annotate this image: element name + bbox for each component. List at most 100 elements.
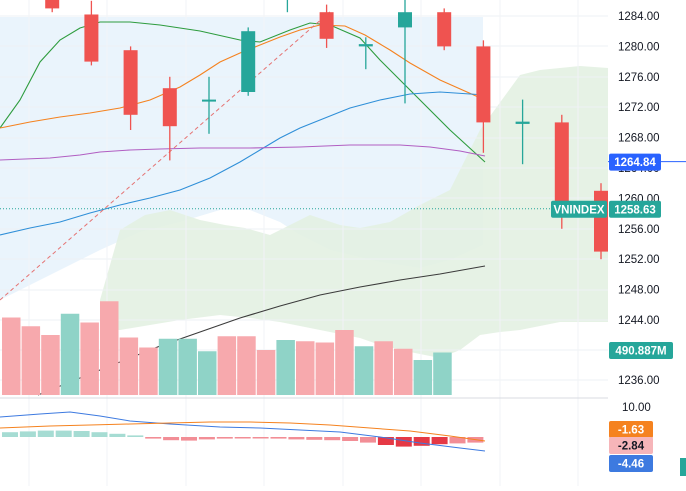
candle[interactable] bbox=[162, 76, 177, 161]
candle-body bbox=[476, 46, 491, 123]
volume-bar bbox=[237, 336, 256, 395]
volume-tag: 490.887M bbox=[609, 342, 673, 359]
macd-histogram-bar bbox=[306, 437, 323, 440]
macd-axis-label: 10.00 bbox=[622, 402, 651, 414]
macd-histogram-bar bbox=[127, 435, 144, 437]
candle[interactable] bbox=[84, 0, 99, 66]
volume-tag-text: 490.887M bbox=[615, 346, 666, 358]
macd-histogram-bar bbox=[163, 437, 180, 441]
last-price-tag-text: 1258.63 bbox=[614, 204, 656, 216]
volume-bar bbox=[178, 338, 197, 395]
histogram-value-tag-text: -2.84 bbox=[618, 441, 645, 453]
price-tick-label: 1252.00 bbox=[618, 254, 660, 266]
macd-histogram-bar bbox=[234, 437, 251, 439]
candle[interactable] bbox=[123, 46, 138, 130]
candle[interactable] bbox=[476, 40, 491, 153]
candle-body bbox=[554, 122, 569, 218]
volume-bar bbox=[354, 346, 374, 395]
macd-layer bbox=[0, 411, 486, 452]
histogram-value-tag-bg bbox=[609, 437, 653, 454]
volume-bar bbox=[2, 317, 21, 395]
volume-bar bbox=[335, 330, 354, 395]
candle[interactable] bbox=[241, 27, 256, 96]
candle[interactable] bbox=[594, 183, 608, 260]
candle[interactable] bbox=[45, 0, 60, 13]
background-layer bbox=[0, 17, 608, 358]
symbol-tag-text: VNINDEX bbox=[553, 204, 604, 216]
macd-line bbox=[0, 411, 486, 452]
volume-bar bbox=[217, 336, 237, 395]
candle-body bbox=[202, 99, 216, 102]
macd-histogram-bar bbox=[145, 437, 162, 439]
volume-bar bbox=[315, 342, 335, 395]
volume-bar bbox=[374, 341, 393, 395]
volume-bar bbox=[394, 348, 413, 395]
candle-body bbox=[123, 50, 138, 115]
volume-bar bbox=[198, 351, 217, 395]
price-tick-label: 1284.00 bbox=[618, 11, 660, 23]
macd-histogram-bar bbox=[181, 437, 197, 441]
volume-layer bbox=[2, 301, 452, 395]
edge-marker bbox=[680, 458, 686, 476]
macd-histogram-bar bbox=[19, 431, 36, 437]
candle[interactable] bbox=[437, 8, 452, 51]
candle-body bbox=[241, 31, 256, 92]
highlight-price-tag-bg bbox=[609, 153, 661, 171]
signal-line bbox=[0, 421, 486, 442]
macd-histogram-bar bbox=[342, 437, 359, 441]
last-price-tag: 1258.63 bbox=[609, 200, 661, 218]
price-tick-label: 1280.00 bbox=[618, 41, 660, 53]
macd-histogram-bar bbox=[431, 437, 448, 445]
macd-histogram-bar bbox=[2, 432, 18, 437]
dashed-trend-line bbox=[0, 9, 333, 301]
macd-histogram-bar bbox=[324, 437, 341, 441]
candle-body bbox=[398, 12, 412, 28]
signal-value-tag-text: -1.63 bbox=[618, 425, 644, 437]
volume-bar bbox=[276, 340, 295, 395]
highlight-price-tag-text: 1264.84 bbox=[614, 157, 656, 169]
candle-body bbox=[437, 12, 452, 47]
candle[interactable] bbox=[515, 99, 530, 165]
signal-value-tag-bg bbox=[609, 421, 653, 438]
macd-histogram-bar bbox=[288, 437, 305, 440]
histogram-value-tag: -2.84 bbox=[609, 437, 653, 454]
macd-histogram-bar bbox=[198, 437, 215, 440]
candle[interactable] bbox=[358, 37, 373, 70]
candle-body bbox=[162, 88, 177, 127]
highlight-price-tag: 1264.84 bbox=[609, 153, 661, 171]
macd-histogram-bar bbox=[216, 437, 233, 439]
candle-body bbox=[45, 0, 60, 9]
volume-bar bbox=[158, 338, 178, 395]
macd-histogram-bar bbox=[377, 437, 394, 445]
volume-tag-bg bbox=[609, 342, 673, 359]
price-axis[interactable]: 1284.00 1280.00 1276.00 1272.00 1268.00 1264.… bbox=[608, 0, 686, 486]
price-tick-label: 1236.00 bbox=[618, 375, 660, 387]
candle-body bbox=[319, 12, 334, 39]
price-labels: 1264.84 VNINDEX 1258.63 490.887M -1.63 -2.84 -… bbox=[0, 153, 686, 476]
volume-bar bbox=[413, 360, 433, 395]
price-tick-label: 1244.00 bbox=[618, 315, 660, 327]
candle[interactable] bbox=[280, 0, 294, 13]
macd-value-tag: -4.46 bbox=[609, 455, 653, 472]
candle[interactable] bbox=[398, 0, 412, 104]
candle-body bbox=[594, 190, 608, 252]
volume-bar bbox=[433, 352, 452, 395]
price-tick-label: 1256.00 bbox=[618, 224, 660, 236]
macd-histogram-bar bbox=[109, 433, 126, 437]
volume-bar bbox=[139, 347, 158, 395]
macd-histogram-bar bbox=[360, 437, 376, 443]
macd-value-tag-text: -4.46 bbox=[618, 459, 644, 471]
volume-bar bbox=[21, 326, 41, 395]
macd-histogram-bar bbox=[252, 437, 269, 439]
last-price-tag-bg bbox=[609, 200, 661, 218]
macd-histogram-bar bbox=[37, 430, 54, 437]
price-tick-label: 1272.00 bbox=[618, 102, 660, 114]
price-axis-bg bbox=[608, 0, 686, 486]
candle[interactable] bbox=[319, 4, 334, 48]
price-tick-label: 1248.00 bbox=[618, 285, 660, 297]
candle[interactable] bbox=[202, 76, 216, 134]
symbol-tag-bg bbox=[551, 200, 607, 218]
candle-body bbox=[84, 14, 99, 62]
